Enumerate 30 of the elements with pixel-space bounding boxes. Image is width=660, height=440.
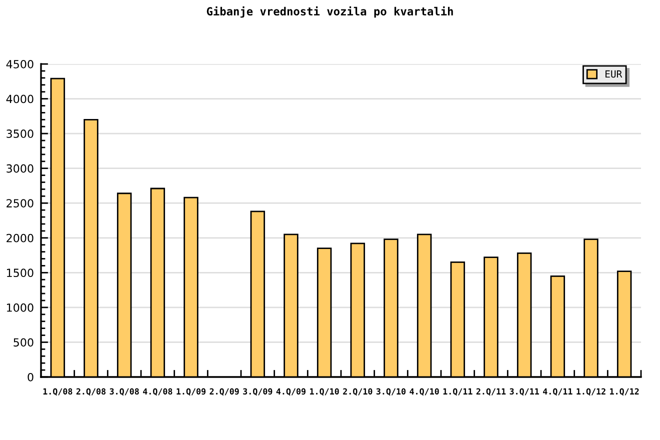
x-tick-label: 1.Q/12 xyxy=(610,388,639,396)
x-tick-label: 1.Q/09 xyxy=(176,388,206,396)
x-tick-label: 2.Q/11 xyxy=(476,388,506,396)
x-tick-label: 4.Q/11 xyxy=(543,388,572,396)
x-tick-label: 3.Q/09 xyxy=(243,388,272,396)
y-tick-label: 3500 xyxy=(6,130,34,138)
x-tick-label: 2.Q/09 xyxy=(210,388,239,396)
y-tick-label: 2500 xyxy=(6,199,34,208)
x-tick-label: 3.Q/08 xyxy=(110,388,139,396)
x-tick-label: 4.Q/08 xyxy=(143,388,172,396)
x-tick-label: 1.Q/08 xyxy=(43,388,72,396)
y-tick-label: 1500 xyxy=(7,268,34,278)
x-tick-label: 1.Q/10 xyxy=(310,388,339,396)
legend-label: EUR xyxy=(606,70,622,78)
y-tick-label: 4000 xyxy=(6,94,34,104)
x-tick-label: 1.Q/12 xyxy=(576,388,606,396)
y-tick-label: 2000 xyxy=(6,234,34,242)
x-tick-label: 2.Q/08 xyxy=(76,388,106,396)
x-tick-label: 3.Q/10 xyxy=(376,388,406,396)
x-tick-label: 4.Q/09 xyxy=(276,388,306,396)
y-tick-label: 0 xyxy=(28,372,34,382)
x-tick-label: 2.Q/10 xyxy=(343,388,372,396)
x-tick-label: 4.Q/10 xyxy=(410,388,439,396)
y-tick-label: 1000 xyxy=(7,303,34,312)
y-tick-label: 3000 xyxy=(6,164,34,173)
chart-title: Gibanje vrednosti vozila po kvartalih xyxy=(206,6,453,18)
x-tick-label: 1.Q/11 xyxy=(443,388,472,396)
x-tick-label: 3.Q/11 xyxy=(510,388,539,396)
y-tick-label: 4500 xyxy=(6,60,34,68)
y-tick-label: 500 xyxy=(14,338,34,347)
